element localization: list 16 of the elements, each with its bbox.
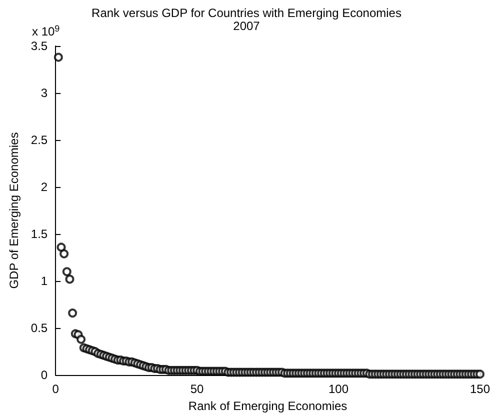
y-tick-label: 2.5: [30, 133, 48, 148]
x-tick-label: 100: [328, 382, 349, 396]
chart-subtitle: 2007: [233, 19, 260, 33]
y-tick-label: 2: [40, 180, 48, 194]
y-tick-label: 0.5: [30, 321, 48, 336]
x-tick-label: 0: [52, 382, 60, 396]
y-tick-label: 3.5: [30, 39, 48, 53]
x-tick-label: 150: [470, 382, 490, 396]
y-axis-title: GDP of Emerging Economies: [7, 132, 21, 289]
x-axis-title: Rank of Emerging Economies: [188, 399, 348, 413]
x-tick-label: 50: [190, 382, 204, 396]
chart-title: Rank versus GDP for Countries with Emerging Economies: [92, 6, 402, 20]
y-tick-label: 1.5: [30, 227, 48, 242]
y-tick-label: 3: [40, 86, 48, 100]
y-tick-label: 0: [40, 368, 48, 382]
y-tick-label: 1: [40, 274, 48, 288]
